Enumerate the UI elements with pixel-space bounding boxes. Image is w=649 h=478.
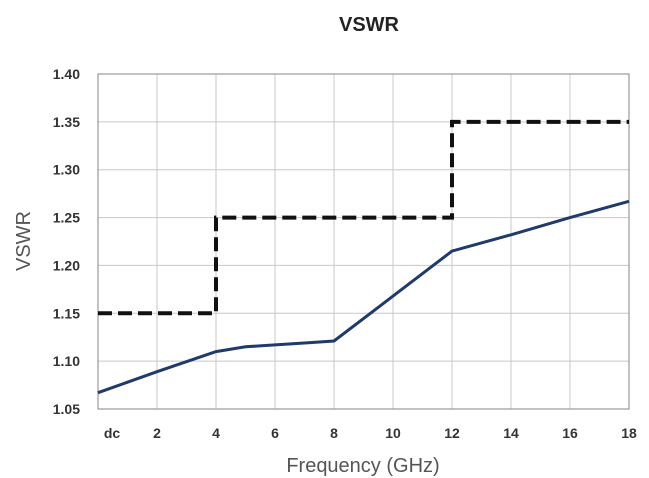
x-tick-label: 14 [503, 425, 519, 441]
y-tick-label: 1.10 [53, 353, 80, 369]
y-axis-ticks: 1.05 1.10 1.15 1.20 1.25 1.30 1.35 1.40 [53, 66, 80, 417]
y-tick-label: 1.30 [53, 162, 80, 178]
y-tick-label: 1.40 [53, 66, 80, 82]
x-tick-label: dc [104, 425, 121, 441]
x-tick-label: 6 [271, 425, 279, 441]
x-axis-label: Frequency (GHz) [286, 455, 439, 477]
x-tick-label: 10 [385, 425, 401, 441]
series-layer [97, 119, 630, 395]
y-tick-label: 1.05 [53, 401, 80, 417]
y-tick-label: 1.35 [53, 114, 80, 130]
x-tick-label: 8 [330, 425, 338, 441]
y-axis-label: VSWR [13, 211, 35, 271]
x-tick-label: 2 [153, 425, 161, 441]
x-tick-label: 18 [621, 425, 637, 441]
x-tick-label: 16 [562, 425, 578, 441]
plot-frame [97, 73, 630, 410]
x-axis-ticks: dc 2 4 6 8 10 12 14 16 18 [104, 425, 637, 441]
series-line-dashed [98, 119, 629, 316]
x-tick-label: 4 [212, 425, 220, 441]
series-line-solid [97, 199, 630, 395]
chart-title: VSWR [339, 14, 400, 36]
y-tick-label: 1.25 [53, 210, 80, 226]
y-tick-label: 1.20 [53, 257, 80, 273]
grid [97, 73, 630, 410]
y-tick-label: 1.15 [53, 305, 80, 321]
x-tick-label: 12 [444, 425, 460, 441]
